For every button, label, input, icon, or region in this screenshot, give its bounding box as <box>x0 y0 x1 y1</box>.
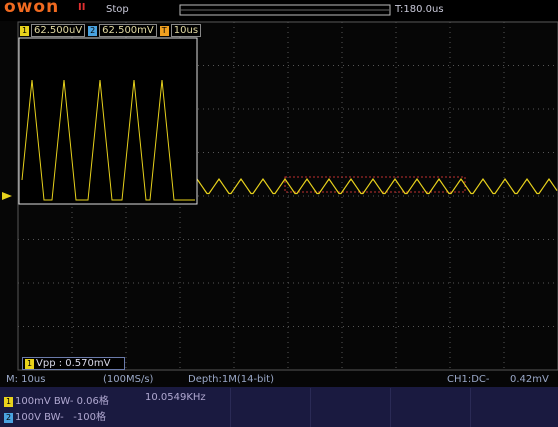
ch1-marker <box>2 192 12 200</box>
badge: 1 <box>25 359 34 369</box>
ch2-scale: 62.500mV <box>99 24 157 37</box>
panel-cell <box>310 388 311 427</box>
trigger-coupling: CH1:DC- <box>447 374 490 385</box>
vpp: Vpp : 0.570mV <box>36 358 111 369</box>
ch2-setting: 100V BW- <box>15 412 64 423</box>
measurement: 1 Vpp : 0.570mV <box>22 357 126 370</box>
depth: Depth:1M(14-bit) <box>188 374 275 385</box>
badge: 1 <box>20 26 29 36</box>
ch1-setting: 100mV BW- <box>15 396 74 407</box>
ch2-offset: -100格 <box>73 412 106 423</box>
zoom-region <box>284 176 466 193</box>
run-indicator: II <box>78 2 86 13</box>
trigger-level: 0.42mV <box>510 374 549 385</box>
badge: T <box>159 26 169 36</box>
ch1-info[interactable]: 1 100mV BW- 0.06格 <box>4 392 109 407</box>
ch1-offset: 0.06格 <box>76 396 109 407</box>
ch1-trace <box>196 177 558 195</box>
panel-cell <box>390 388 391 427</box>
sample-rate: (100MS/s) <box>103 374 154 385</box>
ch2-info[interactable]: 2 100V BW- -100格 <box>4 408 106 423</box>
ch1-frequency: 10.0549KHz <box>145 392 206 403</box>
timebase: M: 10us <box>6 374 46 385</box>
panel-cell <box>470 388 471 427</box>
badge: 1 <box>4 397 13 407</box>
run-state[interactable]: Stop <box>106 4 129 15</box>
badge: 2 <box>88 26 98 36</box>
zoom-trace <box>21 79 195 201</box>
time-scale: 10us <box>170 24 202 37</box>
channel-panel <box>0 387 558 427</box>
badge: 2 <box>4 413 13 423</box>
brand-logo: owon <box>4 0 60 17</box>
ch1-scale: 62.500uV <box>31 24 86 37</box>
scale-bar: 1 62.500uV 2 62.500mV T 10us <box>20 24 202 37</box>
trigger-time: T:180.0us <box>395 4 444 15</box>
zoom-window <box>18 37 198 205</box>
panel-cell <box>230 388 231 427</box>
